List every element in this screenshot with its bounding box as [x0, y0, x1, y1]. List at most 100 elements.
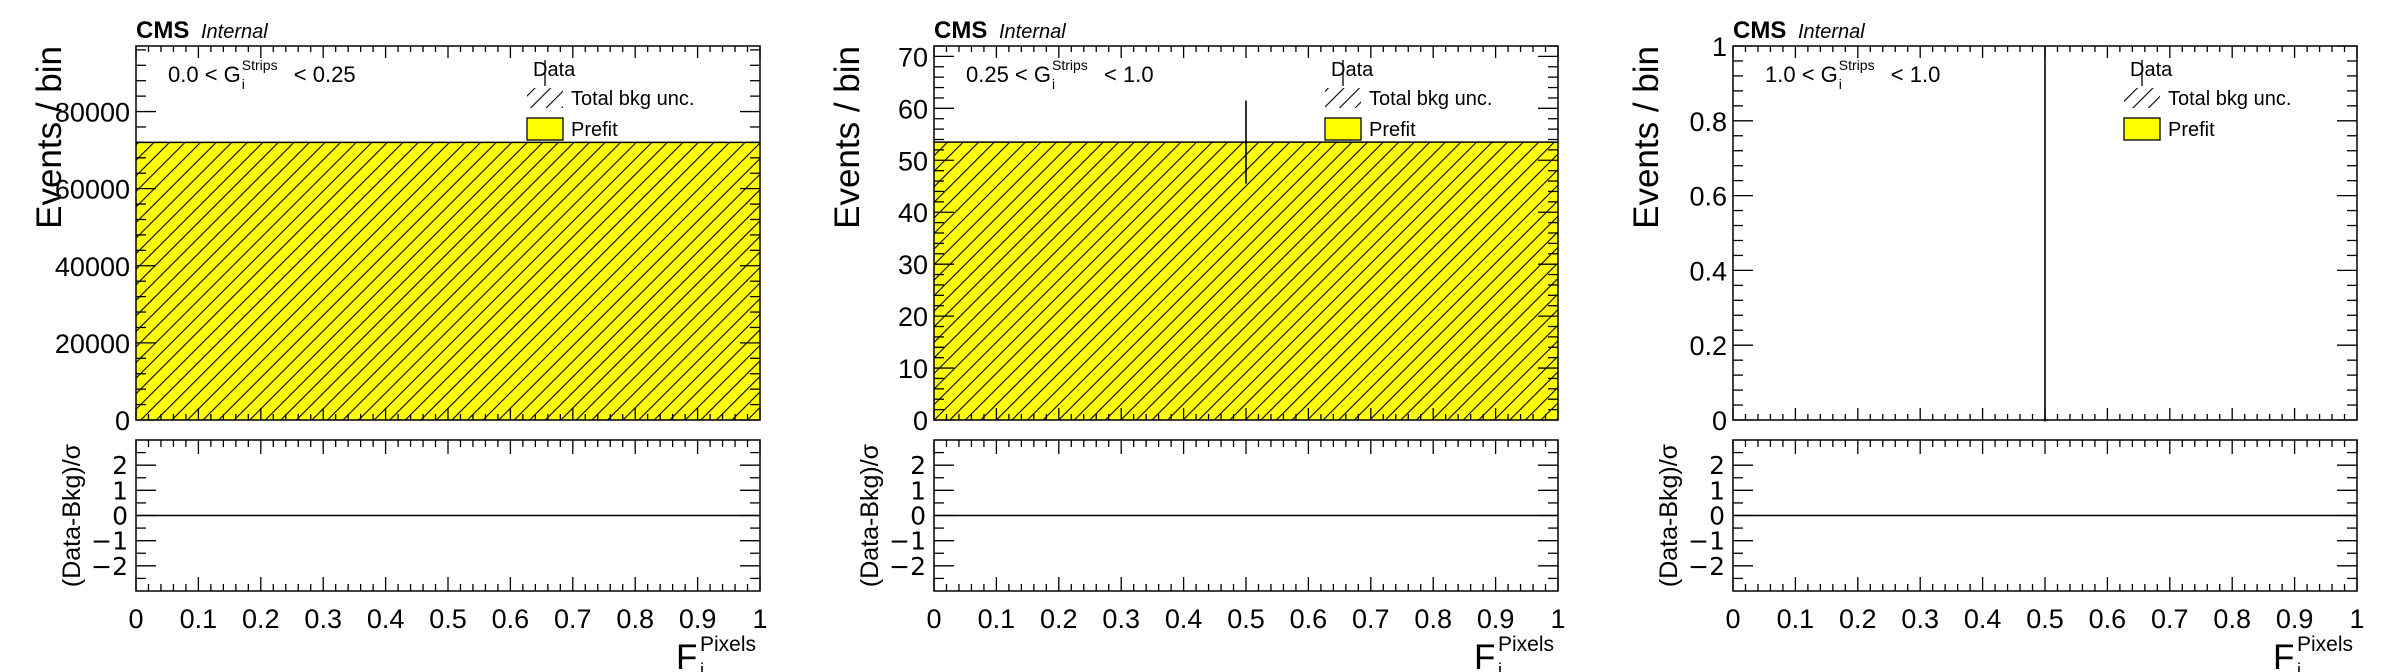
ratio-y-tick-label: 1 [112, 476, 128, 505]
ratio-y-tick-label: −1 [91, 527, 128, 556]
y-tick-label: 20 [898, 302, 928, 332]
cms-status-label: Internal [999, 21, 1066, 43]
legend-entry-bkg-unc: Total bkg unc. [571, 88, 694, 110]
x-axis-title-subscript: i [1498, 660, 1502, 672]
legend-bkg-unc-swatch [1325, 88, 1361, 108]
x-tick-label: 0.2 [242, 604, 280, 634]
cms-status-label: Internal [1798, 21, 1865, 43]
ratio-y-axis-title: (Data-Bkg)/σ [58, 443, 86, 587]
ratio-y-tick-label: 1 [910, 476, 926, 505]
y-tick-label: 80000 [55, 98, 130, 128]
x-tick-label: 0.3 [304, 604, 342, 634]
region-label-superscript: Strips [242, 57, 278, 73]
y-tick-label: 0.4 [1689, 256, 1727, 286]
cms-label: CMS [1733, 17, 1786, 44]
region-label-text: < 1.0 [1104, 62, 1154, 87]
legend-entry-data: Data [2130, 59, 2173, 81]
x-tick-label: 0.8 [2213, 604, 2251, 634]
legend-bkg-unc-swatch [2124, 88, 2160, 108]
y-tick-label: 70 [898, 42, 928, 72]
legend-entry-data: Data [1331, 59, 1374, 81]
y-tick-label: 60000 [55, 175, 130, 205]
region-label-text: 0.25 < G [966, 62, 1051, 87]
legend: Data Total bkg unc. Prefit [526, 59, 694, 141]
region-label-subscript: i [1052, 76, 1055, 92]
legend-prefit-swatch [2123, 117, 2161, 141]
region-label-text: < 0.25 [294, 62, 356, 87]
x-axis-title-superscript: Pixels [1498, 633, 1554, 656]
legend-entry-bkg-unc: Total bkg unc. [1369, 88, 1492, 110]
x-tick-label: 0.6 [1290, 604, 1328, 634]
x-axis-title-superscript: Pixels [700, 633, 756, 656]
x-tick-label: 0.8 [616, 604, 654, 634]
region-label-text: 0.0 < G [168, 62, 241, 87]
x-tick-label: 0.3 [1102, 604, 1140, 634]
x-tick-label: 0.4 [1964, 604, 2002, 634]
x-tick-label: 0.7 [554, 604, 592, 634]
x-tick-label: 0.9 [2276, 604, 2314, 634]
x-tick-label: 0.3 [1901, 604, 1939, 634]
y-tick-label: 50 [898, 146, 928, 176]
ratio-y-axis-title: (Data-Bkg)/σ [856, 443, 884, 587]
legend: Data Total bkg unc. Prefit [2123, 59, 2291, 141]
x-axis-title: F [676, 638, 697, 672]
chart-panel-3: 0 0.2 0.4 0.6 0.8 1 Events / bin CMS Internal 1.0… [1627, 17, 2365, 672]
ratio-y-tick-label: 2 [910, 451, 926, 480]
x-tick-label: 0.1 [978, 604, 1016, 634]
x-tick-label: 0.6 [492, 604, 530, 634]
x-tick-label: 0.6 [2089, 604, 2127, 634]
region-label-subscript: i [242, 76, 245, 92]
x-tick-label: 0.7 [1352, 604, 1390, 634]
legend-prefit-swatch [526, 117, 564, 141]
x-tick-label: 0.2 [1040, 604, 1078, 634]
ratio-y-tick-label: 0 [1709, 502, 1725, 531]
cms-status-label: Internal [201, 21, 268, 43]
ratio-y-tick-label: 0 [112, 502, 128, 531]
bkg-uncertainty-band [136, 142, 760, 420]
x-tick-label: 0.1 [180, 604, 218, 634]
legend-bkg-unc-swatch [527, 88, 563, 108]
y-tick-label: 0.8 [1689, 107, 1727, 137]
ratio-y-tick-label: 2 [112, 451, 128, 480]
x-tick-label: 0 [128, 604, 143, 634]
x-tick-label: 0.5 [2026, 604, 2064, 634]
x-tick-label: 0 [926, 604, 941, 634]
legend-entry-data: Data [533, 59, 576, 81]
y-axis-title: Events / bin [1627, 46, 1666, 229]
x-tick-label: 1 [752, 604, 767, 634]
x-axis-title-superscript: Pixels [2297, 633, 2353, 656]
legend-entry-bkg-unc: Total bkg unc. [2168, 88, 2291, 110]
legend-entry-prefit: Prefit [571, 119, 618, 141]
legend-prefit-swatch [1324, 117, 1362, 141]
y-tick-label: 10 [898, 354, 928, 384]
bkg-uncertainty-band [934, 142, 1558, 420]
region-label-text: < 1.0 [1891, 62, 1941, 87]
y-tick-label: 0 [115, 406, 130, 436]
y-tick-label: 20000 [55, 329, 130, 359]
x-tick-label: 1 [1550, 604, 1565, 634]
x-tick-label: 0.5 [1227, 604, 1265, 634]
ratio-y-axis-title: (Data-Bkg)/σ [1655, 443, 1683, 587]
y-tick-label: 40 [898, 198, 928, 228]
legend-entry-prefit: Prefit [1369, 119, 1416, 141]
x-tick-label: 0.9 [1477, 604, 1515, 634]
ratio-y-tick-label: −1 [1688, 527, 1725, 556]
ratio-y-tick-label: −2 [91, 552, 128, 581]
x-tick-label: 0.5 [429, 604, 467, 634]
region-label-subscript: i [1839, 76, 1842, 92]
region-label-superscript: Strips [1052, 57, 1088, 73]
y-tick-label: 0 [1712, 406, 1727, 436]
x-axis-title: F [1474, 638, 1495, 672]
y-axis-title: Events / bin [30, 46, 69, 229]
y-tick-label: 1 [1712, 32, 1727, 62]
region-label-superscript: Strips [1839, 57, 1875, 73]
x-tick-label: 0.4 [367, 604, 405, 634]
x-tick-label: 0.4 [1165, 604, 1203, 634]
cms-label: CMS [136, 17, 189, 44]
x-axis-title-subscript: i [2297, 660, 2301, 672]
x-tick-label: 0 [1725, 604, 1740, 634]
y-tick-label: 30 [898, 250, 928, 280]
